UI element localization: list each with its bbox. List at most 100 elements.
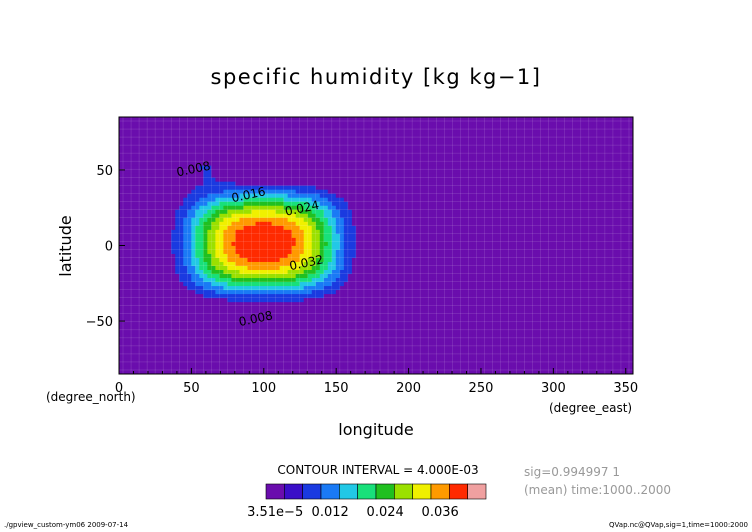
heatmap-cell <box>616 321 622 327</box>
heatmap-cell <box>436 253 441 258</box>
heatmap-cell <box>175 321 180 327</box>
heatmap-cell <box>508 333 513 339</box>
heatmap-cell <box>380 253 385 258</box>
heatmap-cell <box>175 225 180 230</box>
heatmap-cell <box>384 309 389 315</box>
heatmap-cell <box>600 229 606 234</box>
heatmap-cell <box>520 309 525 315</box>
heatmap-cell <box>179 369 184 375</box>
heatmap-cell <box>215 245 220 250</box>
heatmap-cell <box>488 245 493 250</box>
heatmap-cell <box>492 329 497 335</box>
heatmap-cell <box>596 337 602 343</box>
heatmap-cell <box>327 221 333 226</box>
heatmap-cell <box>283 301 289 307</box>
heatmap-cell <box>159 257 164 262</box>
heatmap-cell <box>295 345 301 351</box>
heatmap-cell <box>343 337 349 343</box>
heatmap-cell <box>299 357 305 363</box>
heatmap-cell <box>359 217 365 222</box>
heatmap-cell <box>131 317 136 323</box>
heatmap-cell <box>412 313 417 319</box>
heatmap-cell <box>279 277 285 283</box>
heatmap-cell <box>315 285 321 291</box>
heatmap-cell <box>464 337 469 343</box>
heatmap-cell <box>388 329 393 335</box>
heatmap-cell <box>540 317 546 323</box>
heatmap-cell <box>428 329 433 335</box>
heatmap-cell <box>568 285 574 291</box>
heatmap-cell <box>548 313 554 319</box>
heatmap-cell <box>195 265 200 270</box>
heatmap-cell <box>452 273 457 279</box>
heatmap-cell <box>259 237 264 242</box>
heatmap-cell <box>163 261 168 266</box>
heatmap-cell <box>167 305 172 311</box>
chart-title: specific humidity [kg kg−1] <box>211 65 542 89</box>
heatmap-cell <box>480 337 485 343</box>
heatmap-cell <box>235 229 240 234</box>
heatmap-cell <box>235 349 240 355</box>
heatmap-cell <box>207 293 212 299</box>
heatmap-cell <box>412 365 417 371</box>
heatmap-cell <box>219 221 224 226</box>
heatmap-cell <box>299 221 305 226</box>
heatmap-cell <box>520 233 525 238</box>
heatmap-cell <box>592 217 598 222</box>
heatmap-cell <box>488 305 493 311</box>
heatmap-cell <box>536 297 542 303</box>
heatmap-cell <box>584 249 590 254</box>
heatmap-cell <box>616 229 622 234</box>
heatmap-cell <box>123 253 128 258</box>
heatmap-cell <box>191 337 196 343</box>
heatmap-cell <box>167 357 172 363</box>
heatmap-cell <box>504 253 509 258</box>
heatmap-cell <box>540 345 546 351</box>
heatmap-cell <box>231 293 236 299</box>
heatmap-cell <box>416 313 421 319</box>
heatmap-cell <box>436 333 441 339</box>
heatmap-cell <box>147 249 152 254</box>
heatmap-cell <box>283 369 289 375</box>
heatmap-cell <box>588 293 594 299</box>
heatmap-cell <box>247 293 252 299</box>
heatmap-cell <box>351 281 357 287</box>
heatmap-cell <box>452 249 457 254</box>
heatmap-cell <box>287 361 293 367</box>
heatmap-cell <box>616 349 622 355</box>
heatmap-cell <box>155 325 160 331</box>
heatmap-cell <box>355 253 361 258</box>
heatmap-cell <box>388 221 393 226</box>
heatmap-cell <box>568 225 574 230</box>
heatmap-cell <box>359 269 365 275</box>
heatmap-cell <box>376 317 381 323</box>
heatmap-cell <box>560 357 566 363</box>
heatmap-cell <box>604 305 610 311</box>
heatmap-cell <box>388 301 393 307</box>
heatmap-cell <box>247 329 252 335</box>
heatmap-cell <box>179 321 184 327</box>
heatmap-cell <box>460 337 465 343</box>
heatmap-cell <box>359 357 365 363</box>
heatmap-cell <box>484 269 489 275</box>
heatmap-cell <box>251 297 256 303</box>
heatmap-cell <box>420 233 425 238</box>
heatmap-cell <box>416 305 421 311</box>
heatmap-cell <box>508 349 513 355</box>
heatmap-cell <box>424 241 429 246</box>
heatmap-cell <box>532 289 538 295</box>
heatmap-cell <box>432 257 437 262</box>
heatmap-cell <box>548 253 554 258</box>
heatmap-cell <box>271 285 277 291</box>
heatmap-cell <box>123 213 128 218</box>
heatmap-cell <box>247 221 252 226</box>
heatmap-cell <box>564 353 570 359</box>
heatmap-cell <box>299 257 305 262</box>
heatmap-cell <box>307 309 313 315</box>
heatmap-cell <box>195 305 200 311</box>
heatmap-cell <box>588 281 594 287</box>
heatmap-cell <box>468 317 473 323</box>
heatmap-cell <box>147 305 152 311</box>
heatmap-cell <box>131 217 136 222</box>
heatmap-cell <box>608 249 614 254</box>
